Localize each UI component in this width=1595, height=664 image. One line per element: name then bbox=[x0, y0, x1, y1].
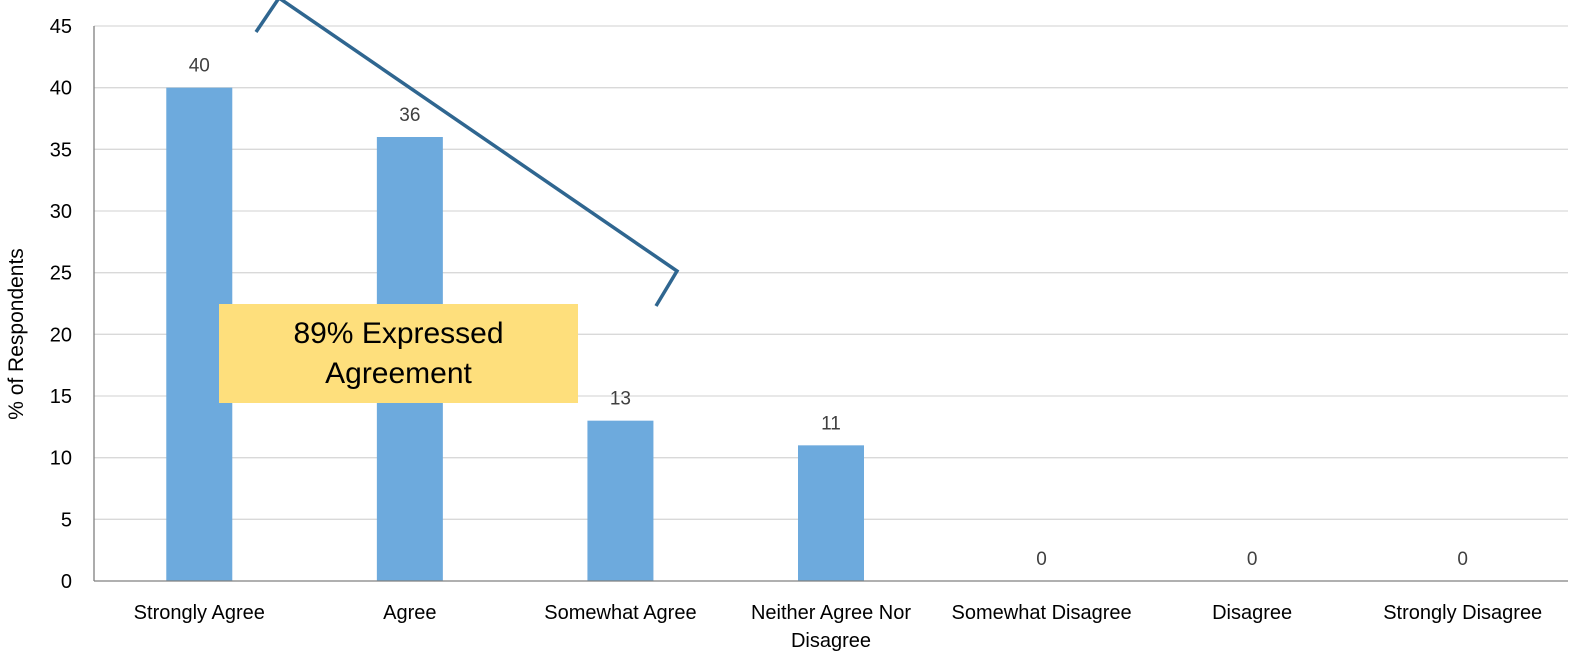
x-tick-label-line: Disagree bbox=[791, 630, 871, 652]
y-tick-label: 5 bbox=[61, 509, 72, 531]
x-tick-label: Somewhat Agree bbox=[544, 602, 696, 624]
y-tick-label: 40 bbox=[50, 78, 72, 100]
x-tick-label-line: Somewhat Disagree bbox=[952, 602, 1132, 624]
x-tick-label: Somewhat Disagree bbox=[952, 602, 1132, 624]
y-tick-label: 45 bbox=[50, 16, 72, 38]
data-label: 0 bbox=[1247, 549, 1258, 570]
x-tick-label-line: Strongly Agree bbox=[134, 602, 265, 624]
callout-line-2: Agreement bbox=[325, 356, 472, 390]
y-tick-label: 10 bbox=[50, 448, 72, 470]
x-tick-label-line: Agree bbox=[383, 602, 436, 624]
data-label: 11 bbox=[821, 413, 841, 434]
y-tick-label: 0 bbox=[61, 571, 72, 593]
agreement-callout: 89% Expressed Agreement bbox=[219, 304, 578, 403]
y-tick-label: 20 bbox=[50, 324, 72, 346]
x-tick-label-line: Neither Agree Nor bbox=[751, 602, 911, 624]
y-axis-title: % of Respondents bbox=[5, 248, 28, 420]
gridlines bbox=[94, 25, 1568, 520]
data-label: 0 bbox=[1457, 549, 1468, 570]
axes bbox=[93, 26, 1568, 582]
y-tick-label: 25 bbox=[50, 263, 72, 285]
y-tick-label: 15 bbox=[50, 386, 72, 408]
y-tick-label: 30 bbox=[50, 201, 72, 223]
x-tick-label: Agree bbox=[383, 602, 436, 624]
bar bbox=[587, 420, 654, 581]
data-label: 36 bbox=[399, 105, 420, 126]
y-tick-label: 35 bbox=[50, 139, 72, 161]
x-tick-label-line: Somewhat Agree bbox=[544, 602, 696, 624]
y-axis-ticks: 0 5 10 15 20 25 30 35 40 45 bbox=[50, 16, 72, 593]
data-label: 13 bbox=[610, 389, 631, 410]
x-tick-label: Disagree bbox=[1212, 602, 1292, 624]
callout-line-1: 89% Expressed bbox=[293, 316, 504, 350]
x-tick-label: Neither Agree Nor Disagree bbox=[751, 602, 911, 652]
x-tick-label: Strongly Disagree bbox=[1383, 602, 1542, 624]
data-labels: 40 36 13 11 0 0 0 bbox=[189, 56, 1468, 570]
data-label: 40 bbox=[189, 56, 210, 77]
data-label: 0 bbox=[1036, 549, 1047, 570]
bar bbox=[798, 445, 864, 581]
x-tick-label-line: Disagree bbox=[1212, 602, 1292, 624]
x-tick-label-line: Strongly Disagree bbox=[1383, 602, 1542, 624]
agreement-bracket bbox=[254, 0, 680, 307]
x-axis-categories: Strongly Agree Agree Somewhat Agree Neither… bbox=[134, 602, 1543, 652]
x-tick-label: Strongly Agree bbox=[134, 602, 265, 624]
